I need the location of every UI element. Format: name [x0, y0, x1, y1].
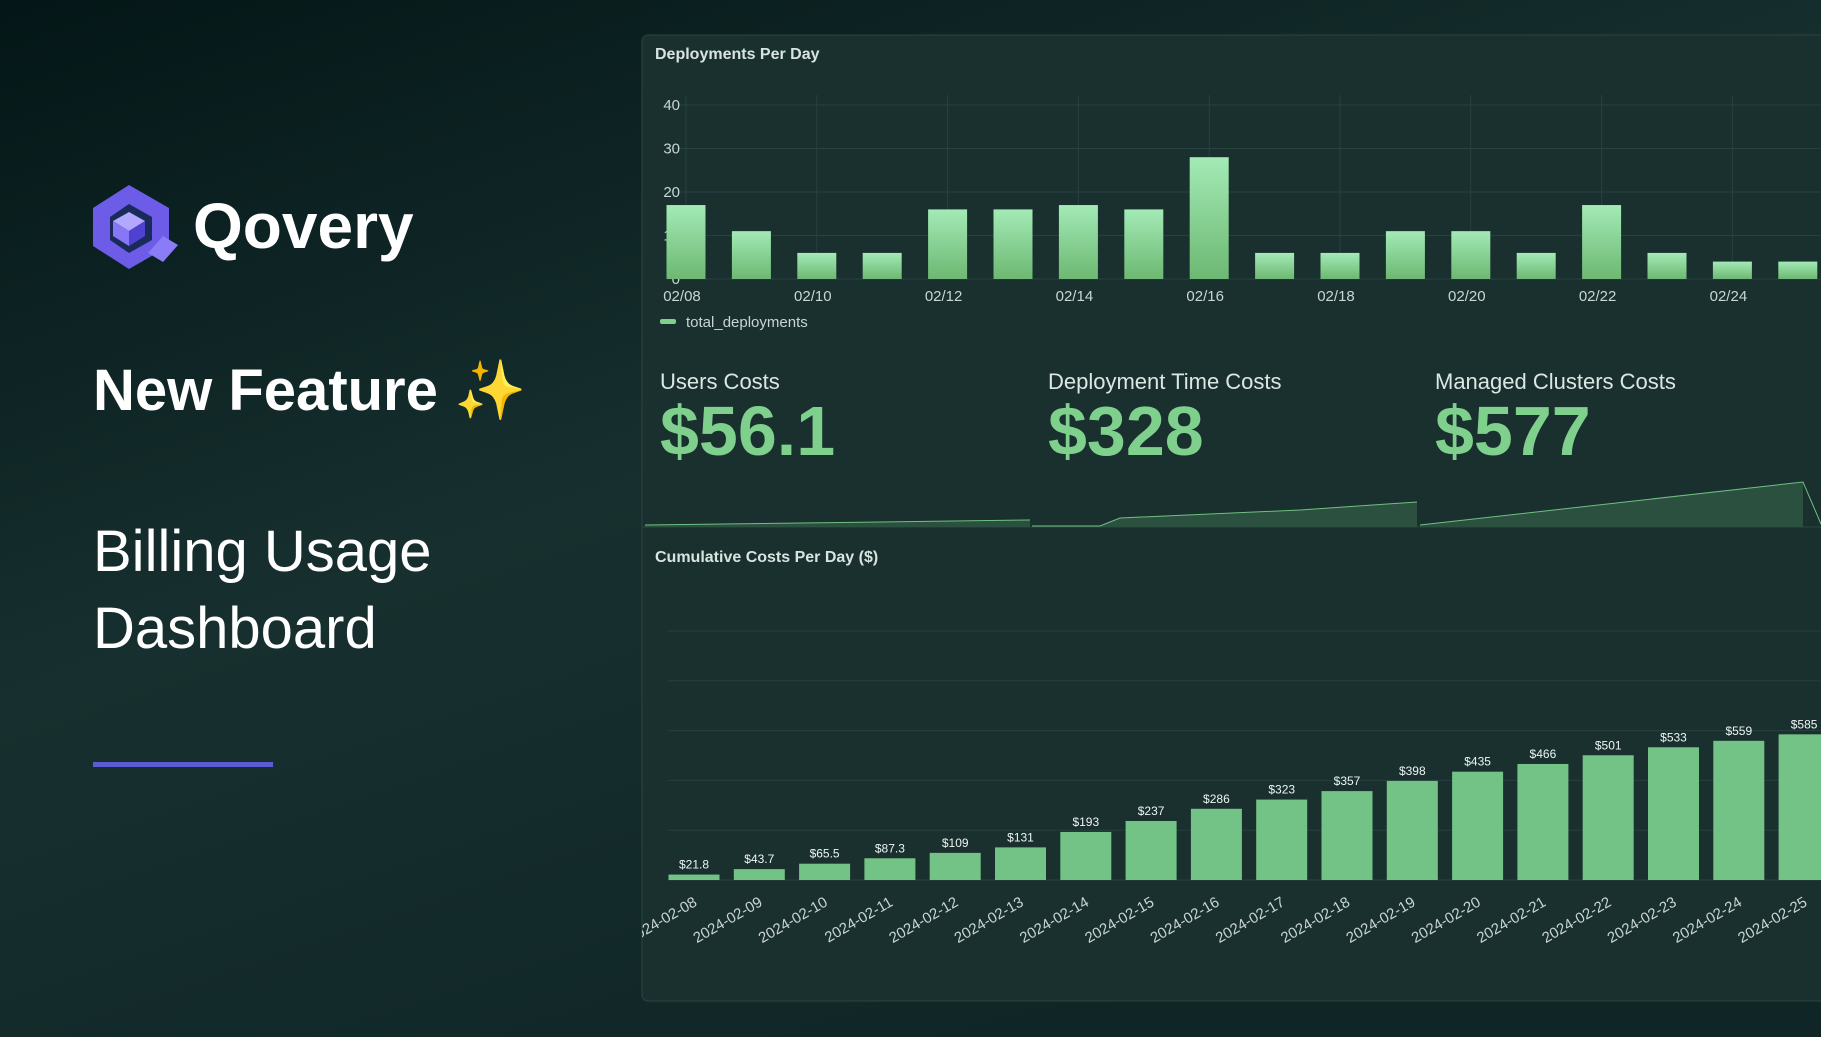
- bar: [1256, 799, 1308, 880]
- bar: [1190, 808, 1242, 880]
- sparklines: [644, 481, 1821, 527]
- sparkline: [1419, 481, 1821, 526]
- bar: [1386, 780, 1438, 880]
- bar: [1320, 252, 1360, 279]
- bar: [666, 205, 706, 279]
- bar: [1321, 791, 1373, 880]
- x-tick-label: 02/22: [1579, 288, 1617, 305]
- x-tick-label: 02/24: [1710, 288, 1748, 305]
- bar: [929, 852, 981, 880]
- y-tick-label: 40: [663, 97, 680, 114]
- stat-value: $577: [1435, 392, 1591, 470]
- value-label: $357: [1334, 774, 1361, 788]
- y-tick-label: 30: [663, 141, 680, 158]
- value-label: $43.7: [744, 852, 774, 866]
- bar: [1516, 252, 1556, 279]
- value-label: $109: [942, 836, 969, 850]
- bar: [1385, 231, 1425, 279]
- bar: [1778, 261, 1818, 279]
- bar: [993, 209, 1033, 279]
- brand: Qovery: [193, 190, 414, 262]
- chart-title: Cumulative Costs Per Day ($): [655, 549, 878, 566]
- divider: [93, 762, 273, 767]
- headline: New Feature ✨: [93, 358, 526, 423]
- stat-label: Managed Clusters Costs: [1435, 369, 1676, 394]
- bar: [731, 231, 771, 279]
- value-label: $398: [1399, 764, 1426, 778]
- bar: [1712, 261, 1752, 279]
- bar: [797, 252, 837, 279]
- bar: [1189, 157, 1229, 279]
- subtitle: Dashboard: [93, 596, 377, 661]
- y-tick-label: 20: [663, 184, 680, 201]
- value-label: $237: [1138, 804, 1165, 818]
- logo: [93, 185, 178, 269]
- bar: [1125, 820, 1177, 880]
- x-tick-label: 02/16: [1186, 288, 1224, 305]
- bar: [1582, 205, 1622, 279]
- value-label: $323: [1268, 783, 1295, 797]
- value-label: $559: [1725, 724, 1752, 738]
- bar: [862, 252, 902, 279]
- legend-swatch: [660, 319, 676, 324]
- value-label: $501: [1595, 738, 1622, 752]
- value-label: $286: [1203, 792, 1230, 806]
- bar: [1517, 763, 1569, 880]
- bar: [1648, 747, 1699, 880]
- bar: [1452, 771, 1504, 880]
- value-label: $533: [1660, 730, 1687, 744]
- value-label: $87.3: [875, 841, 905, 855]
- x-tick-label: 02/10: [794, 288, 832, 305]
- stat-value: $328: [1048, 392, 1204, 470]
- sparkline-area: [1032, 502, 1417, 527]
- bar: [1124, 209, 1164, 279]
- bar: [799, 863, 851, 880]
- value-label: $193: [1072, 815, 1099, 829]
- y-tick-label: 0: [672, 271, 680, 288]
- bar: [668, 874, 720, 880]
- value-label: $131: [1007, 830, 1034, 844]
- value-label: $65.5: [810, 847, 840, 861]
- bar: [1255, 252, 1295, 279]
- value-label: $466: [1530, 747, 1557, 761]
- value-label: $435: [1464, 755, 1491, 769]
- bar: [733, 869, 785, 880]
- bar: [995, 847, 1046, 880]
- x-tick-label: 02/20: [1448, 288, 1486, 305]
- stat-value: $56.1: [660, 392, 835, 470]
- subtitle: Billing Usage: [93, 519, 432, 584]
- stat-label: Deployment Time Costs: [1048, 369, 1282, 394]
- bar: [864, 858, 916, 880]
- chart-title: Deployments Per Day: [655, 46, 820, 63]
- bar: [1647, 252, 1687, 279]
- bar: [1713, 740, 1765, 880]
- x-tick-label: 02/12: [925, 288, 963, 305]
- value-label: $585: [1791, 717, 1818, 731]
- bar: [1058, 205, 1098, 279]
- value-label: $21.8: [679, 858, 709, 872]
- stat-label: Users Costs: [660, 369, 780, 394]
- stats: Users Costs$56.1 Deployment Time Costs$32…: [660, 369, 1676, 470]
- bar: [1451, 231, 1491, 279]
- bar: [1582, 755, 1634, 880]
- bar: [1060, 831, 1112, 880]
- x-tick-label: 02/14: [1056, 288, 1094, 305]
- sparkline: [1032, 501, 1418, 527]
- bar: [1778, 734, 1821, 880]
- x-tick-label: 02/08: [663, 288, 701, 305]
- legend-label: total_deployments: [686, 314, 808, 331]
- bar: [928, 209, 968, 279]
- sparkline: [644, 519, 1031, 526]
- x-tick-label: 02/18: [1317, 288, 1355, 305]
